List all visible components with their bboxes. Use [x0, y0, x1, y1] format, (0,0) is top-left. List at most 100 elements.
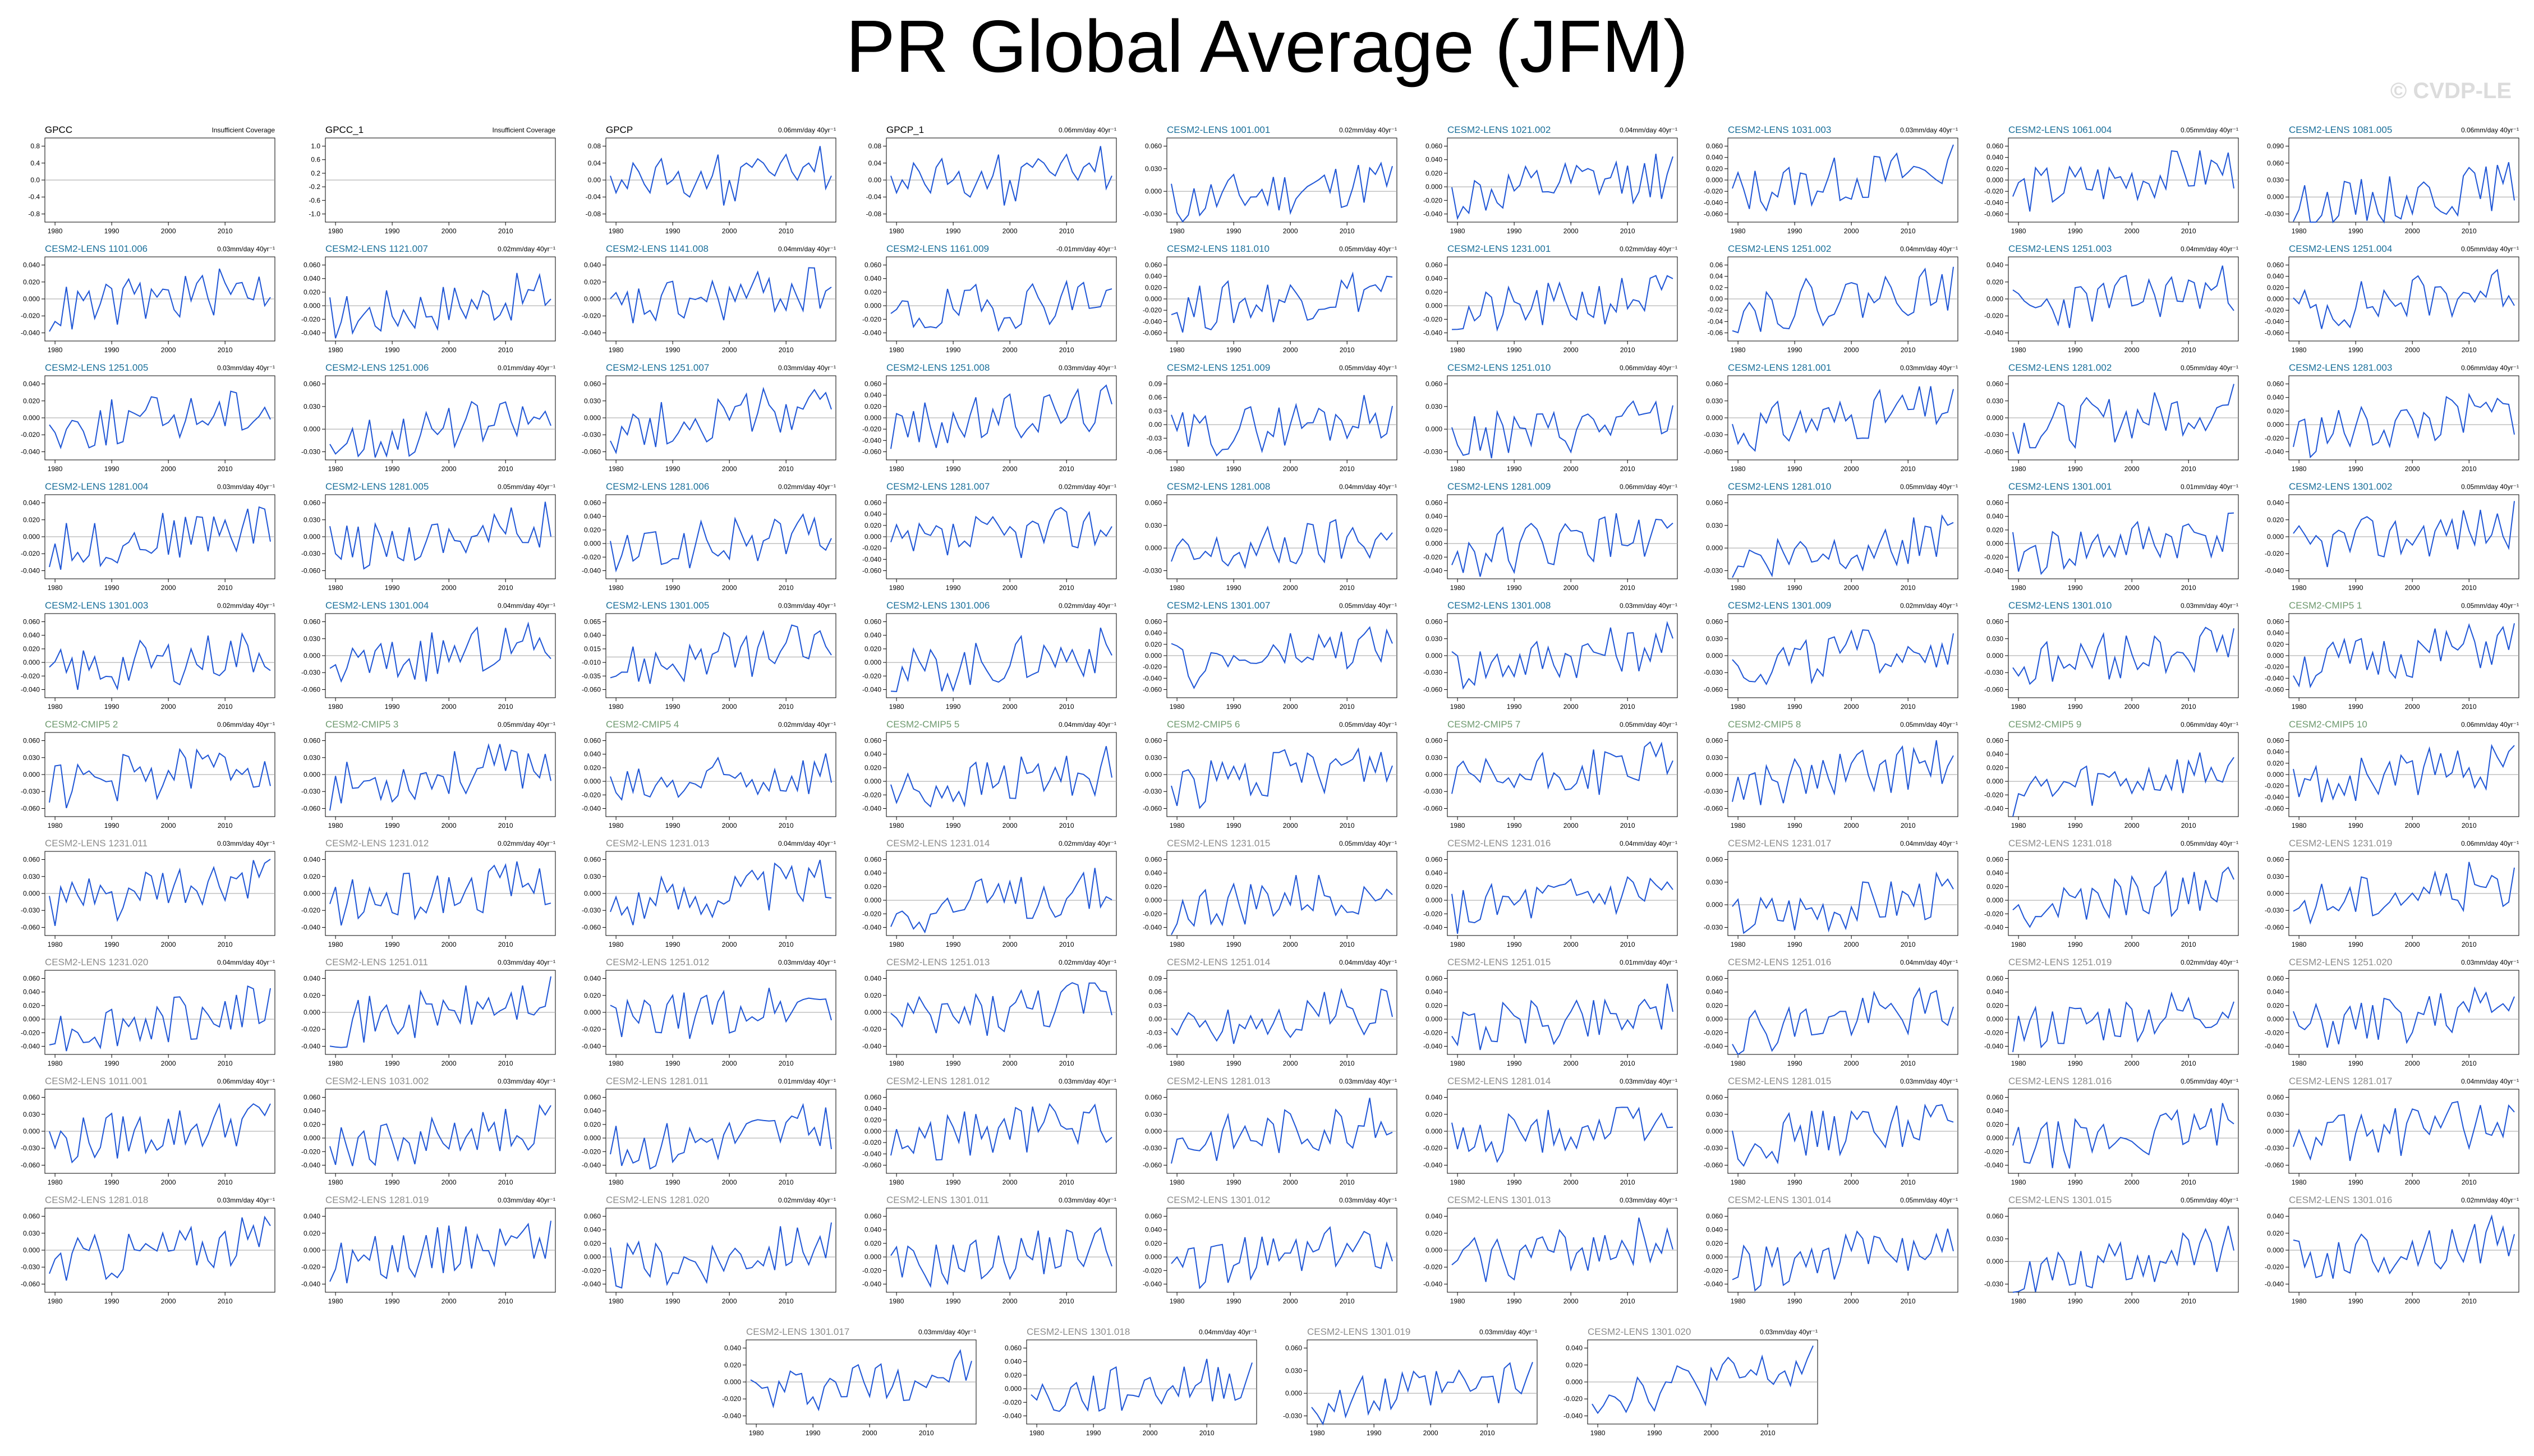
- x-tick-label: 2000: [1283, 1297, 1298, 1305]
- y-tick-label: 0.060: [1706, 856, 1723, 864]
- y-tick-label: -0.020: [2265, 1263, 2284, 1271]
- timeseries-panel: 0.060 0.040 0.020 0.000 -0.020 -0.040 1980 1990…: [1975, 719, 2244, 834]
- x-tick-label: 2000: [161, 1059, 176, 1067]
- y-tick-label: 0.020: [2267, 759, 2284, 767]
- x-tick-label: 1990: [2068, 941, 2083, 948]
- trend-label: 0.03mm/day 40yr⁻¹: [1900, 1077, 1958, 1085]
- y-tick-label: 0.09: [1149, 975, 1162, 983]
- y-tick-label: 0.030: [584, 397, 601, 405]
- y-tick-label: 0.000: [23, 533, 40, 541]
- panel-title: CESM2-CMIP5 7: [1447, 719, 1521, 730]
- series-line: [890, 1103, 1112, 1161]
- y-tick-label: 0.060: [1706, 499, 1723, 507]
- y-tick-label: 0.020: [864, 1240, 881, 1247]
- trend-label: 0.03mm/day 40yr⁻¹: [918, 1328, 976, 1336]
- trend-label: 0.03mm/day 40yr⁻¹: [778, 959, 836, 966]
- y-tick-label: -0.020: [1984, 1148, 2003, 1155]
- x-tick-label: 2000: [442, 227, 457, 235]
- panel-plot: 0.08 0.04 0.00 -0.04 -0.08 1980 1990 2000 2010: [866, 137, 1117, 235]
- series-line: [1171, 988, 1393, 1044]
- panel-plot: 0.060 0.030 0.000 -0.030 -0.060 1980 1990 2000 2…: [1423, 613, 1678, 711]
- y-tick-label: 0.060: [1425, 737, 1442, 745]
- series-line: [1451, 1107, 1673, 1163]
- y-tick-label: 0.000: [1145, 187, 1162, 195]
- y-tick-label: 0.040: [303, 1107, 320, 1115]
- y-tick-label: 0.00: [1149, 1015, 1162, 1023]
- x-tick-label: 2000: [722, 822, 737, 830]
- y-tick-label: 0.020: [864, 403, 881, 411]
- panel-plot: 0.060 0.040 0.020 0.000 -0.020 -0.040 1980 1990…: [2265, 970, 2519, 1067]
- y-tick-label: 0.000: [584, 1134, 601, 1142]
- y-tick-label: -0.020: [1984, 312, 2003, 320]
- y-tick-label: -0.040: [1984, 329, 2003, 337]
- y-tick-label: -0.03: [1147, 1029, 1162, 1036]
- x-tick-label: 2010: [2462, 1297, 2477, 1305]
- y-tick-label: 0.060: [1706, 975, 1723, 983]
- series-line: [2012, 866, 2234, 928]
- y-tick-label: -0.030: [1704, 669, 1723, 676]
- timeseries-panel: 1.0 0.6 0.2 -0.2 -0.6 -1.0 1980 1990 2000 2010 GPC…: [292, 125, 561, 239]
- timeseries-panel: 0.060 0.040 0.020 0.000 -0.020 -0.040 1980 1990…: [853, 838, 1122, 953]
- x-tick-label: 1990: [665, 346, 680, 354]
- y-tick-label: -0.04: [586, 193, 601, 201]
- plot-frame: [605, 613, 836, 698]
- x-tick-label: 1980: [609, 703, 624, 711]
- x-tick-label: 1990: [1787, 346, 1802, 354]
- series-line: [1031, 1358, 1253, 1412]
- trend-label: 0.04mm/day 40yr⁻¹: [1058, 721, 1116, 729]
- y-tick-label: 0.060: [584, 499, 601, 507]
- panel-plot: 0.060 0.040 0.020 0.000 -0.020 -0.040 1980 1990…: [1984, 494, 2239, 592]
- y-tick-label: 0.000: [1425, 1015, 1442, 1023]
- timeseries-panel: 0.060 0.030 0.000 -0.030 -0.060 1980 1990 2000 2…: [11, 1076, 280, 1191]
- trend-label: 0.05mm/day 40yr⁻¹: [2180, 126, 2238, 134]
- y-tick-label: -0.04: [1708, 317, 1723, 325]
- x-tick-label: 1980: [1450, 1059, 1465, 1067]
- trend-label: 0.03mm/day 40yr⁻¹: [1619, 602, 1677, 610]
- y-tick-label: 0.040: [1706, 1226, 1723, 1234]
- y-tick-label: 0.0: [30, 176, 40, 184]
- panel-plot: 0.060 0.040 0.020 0.000 -0.020 -0.040 -0.060 19…: [1984, 137, 2239, 235]
- y-tick-label: 0.030: [1706, 1111, 1723, 1118]
- series-line: [2012, 752, 2234, 817]
- panel-title: CESM2-LENS 1281.002: [2008, 362, 2112, 373]
- plot-frame: [1727, 1208, 1958, 1293]
- x-tick-label: 1980: [1731, 1178, 1746, 1186]
- y-tick-label: 0.040: [584, 1107, 601, 1115]
- y-tick-label: 0.065: [584, 618, 601, 626]
- panel-plot: 0.08 0.04 0.00 -0.04 -0.08 1980 1990 2000 2010: [586, 137, 836, 235]
- trend-label: 0.03mm/day 40yr⁻¹: [217, 483, 275, 491]
- trend-label: 0.06mm/day 40yr⁻¹: [1619, 364, 1677, 372]
- x-tick-label: 1980: [48, 227, 63, 235]
- y-tick-label: -0.040: [1423, 1161, 1442, 1169]
- panel-title: CESM2-LENS 1301.004: [325, 600, 429, 611]
- timeseries-panel: 0.060 0.040 0.020 0.000 -0.020 -0.040 1980 1990…: [1975, 481, 2244, 596]
- panel-title: CESM2-LENS 1301.016: [2289, 1195, 2393, 1205]
- trend-label: 0.03mm/day 40yr⁻¹: [1339, 1077, 1397, 1085]
- x-tick-label: 1980: [328, 703, 343, 711]
- x-tick-label: 1980: [1731, 703, 1746, 711]
- x-tick-label: 2000: [1002, 1059, 1018, 1067]
- panel-title: CESM2-CMIP5 6: [1167, 719, 1240, 730]
- x-tick-label: 2010: [2462, 227, 2477, 235]
- y-tick-label: 0.060: [864, 380, 881, 388]
- panel-plot: 0.060 0.040 0.020 0.000 -0.020 -0.040 -0.060 19…: [2265, 256, 2519, 354]
- series-line: [610, 146, 832, 206]
- y-tick-label: -0.040: [1704, 1042, 1723, 1050]
- y-tick-label: -0.040: [301, 1161, 320, 1169]
- y-tick-label: -0.040: [862, 923, 881, 931]
- timeseries-panel: 0.060 0.040 0.020 0.000 -0.020 -0.040 1980 1990…: [1414, 481, 1683, 596]
- panel-plot: 0.060 0.040 0.020 0.000 -0.020 -0.040 1980 1990…: [21, 613, 275, 711]
- panel-title: CESM2-LENS 1231.014: [886, 838, 990, 849]
- series-line: [2293, 744, 2515, 803]
- y-tick-label: -0.030: [21, 1144, 40, 1152]
- panel-plot: 0.060 0.040 0.020 0.000 -0.020 -0.040 1980 1990…: [1984, 1089, 2239, 1186]
- panel-plot: 0.060 0.040 0.020 0.000 -0.020 -0.040 1980 1990…: [2265, 375, 2519, 473]
- y-tick-label: 0.020: [1425, 883, 1442, 891]
- y-tick-label: 0.040: [2267, 629, 2284, 637]
- y-tick-label: 0.020: [1145, 284, 1162, 292]
- x-tick-label: 1980: [328, 822, 343, 830]
- y-tick-label: -0.4: [28, 193, 40, 201]
- timeseries-panel: 0.060 0.040 0.020 0.000 -0.020 -0.040 1980 1990…: [993, 1326, 1262, 1441]
- series-line: [1732, 386, 1954, 452]
- x-tick-label: 1980: [328, 465, 343, 473]
